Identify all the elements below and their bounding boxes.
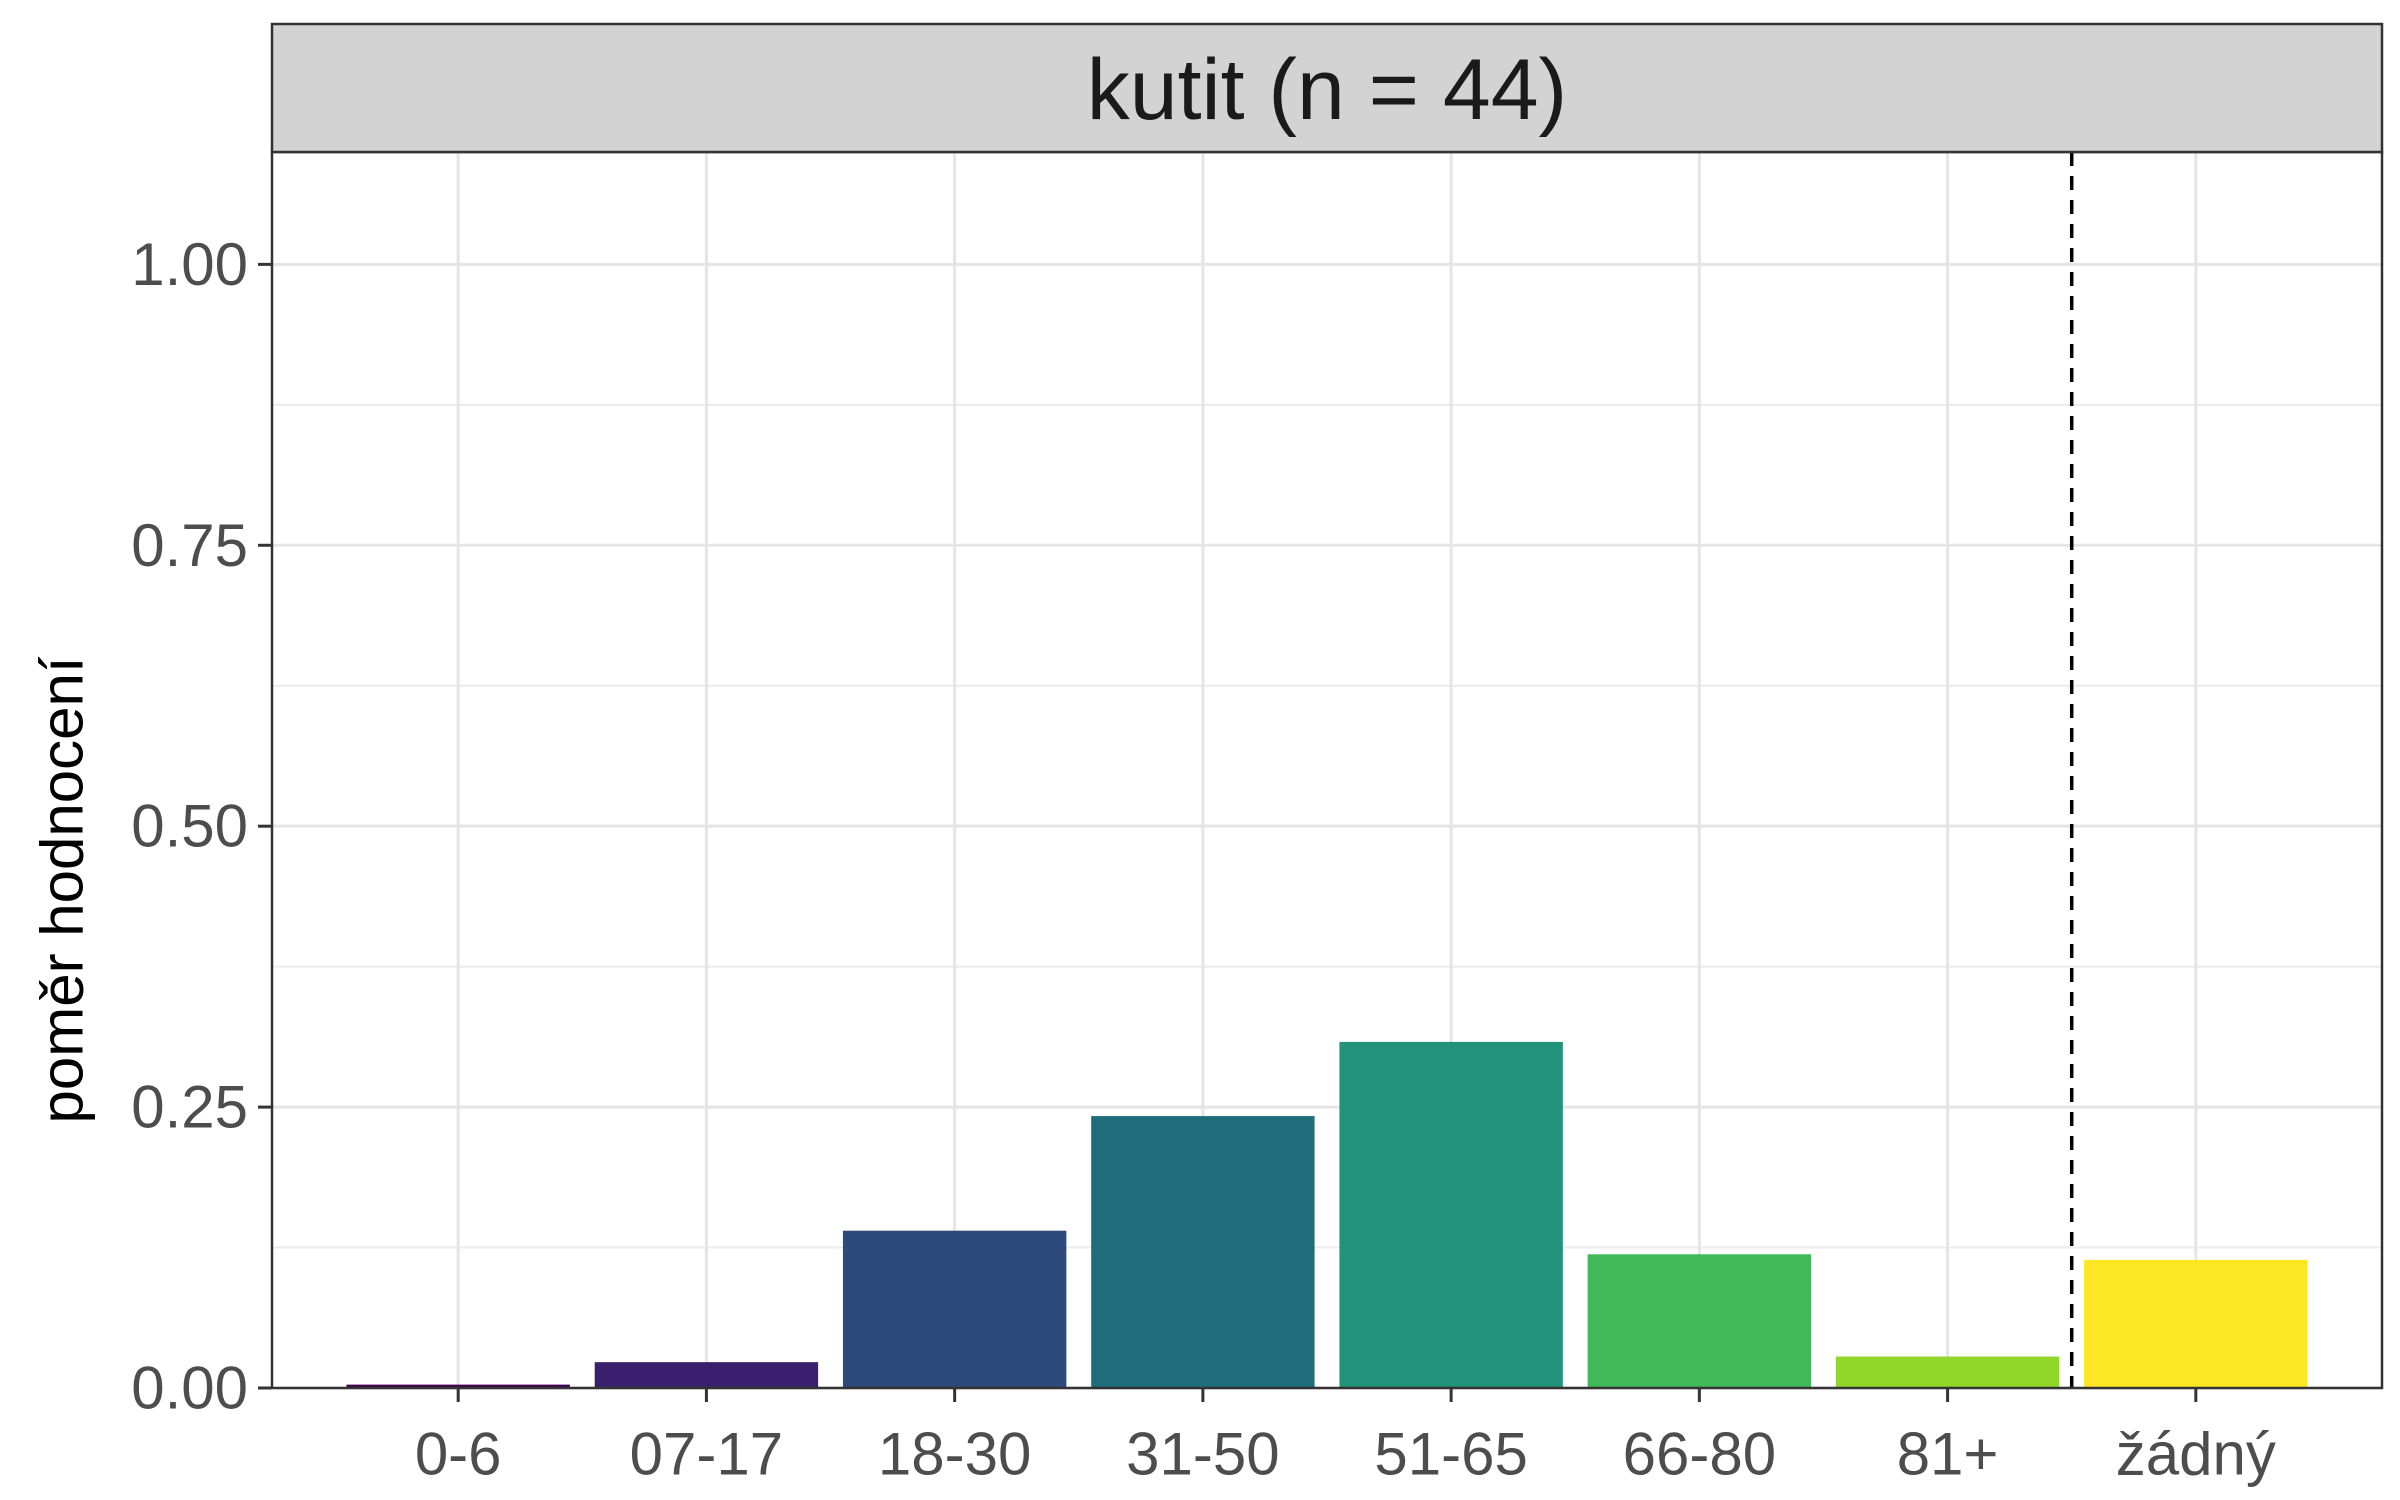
y-tick-label: 0.75 [131,512,248,579]
x-tick-label: 51-65 [1374,1421,1527,1488]
bars [346,1041,2308,1388]
bar-0-6 [346,1384,570,1388]
y-axis: 0.00 0.25 0.50 0.75 1.00 [131,231,272,1422]
x-tick-label: 18-30 [878,1421,1031,1488]
bar-18-30 [842,1230,1067,1388]
y-tick-label: 0.25 [131,1074,248,1141]
x-tick-label: 0-6 [415,1421,502,1488]
bar-31-50 [1091,1116,1315,1388]
bar-81+ [1835,1356,2060,1388]
facet-strip [270,22,2384,154]
x-tick-label: 66-80 [1623,1421,1776,1488]
grid-lines [272,152,2382,1390]
x-axis: 0-6 07-17 18-30 31-50 51-65 66-80 81+ žádný [415,1388,2276,1488]
y-axis-title: poměr hodnocení [29,656,96,1123]
x-tick-label: žádný [2116,1421,2276,1488]
x-tick-label: 31-50 [1126,1421,1279,1488]
y-tick-label: 0.50 [131,793,248,860]
x-tick-label: 81+ [1897,1421,1999,1488]
facet-title: kutit (n = 44) [1087,42,1567,138]
bar-51-65 [1339,1041,1563,1388]
y-tick-label: 1.00 [131,231,248,298]
bar-07-17 [594,1362,819,1388]
y-tick-label: 0.00 [131,1355,248,1422]
bar-66-80 [1587,1254,1812,1388]
bar-žádný [2084,1259,2308,1388]
x-tick-label: 07-17 [630,1421,783,1488]
